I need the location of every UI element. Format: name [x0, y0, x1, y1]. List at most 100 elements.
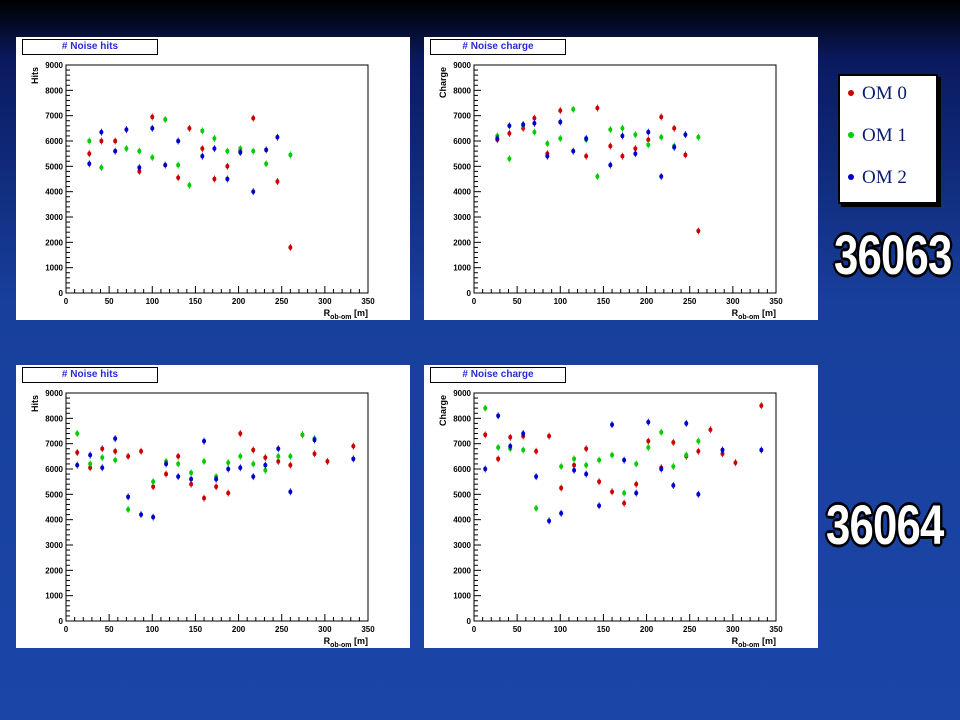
y-tick-label: 6000 — [45, 465, 63, 474]
data-point-om0 — [483, 432, 488, 438]
data-point-om0 — [671, 440, 676, 445]
data-point-om1 — [187, 182, 192, 188]
x-tick-label: 250 — [683, 625, 697, 634]
x-tick-label: 0 — [64, 625, 69, 634]
data-point-om2 — [263, 462, 268, 468]
data-point-om1 — [225, 148, 230, 154]
data-point-om2 — [571, 148, 576, 154]
x-tick-label: 350 — [769, 625, 783, 634]
y-tick-label: 9000 — [453, 61, 471, 70]
x-tick-label: 300 — [726, 625, 740, 634]
data-point-om0 — [99, 138, 104, 144]
data-point-om1 — [151, 479, 156, 485]
data-point-om1 — [176, 461, 181, 467]
data-point-om2 — [88, 452, 93, 458]
y-tick-label: 2000 — [45, 238, 63, 247]
data-point-om1 — [558, 136, 563, 141]
data-point-om1 — [595, 174, 600, 179]
data-point-om0 — [759, 403, 764, 409]
x-tick-label: 150 — [189, 297, 203, 306]
chart-title: # Noise hits — [22, 39, 158, 55]
data-point-om0 — [137, 169, 142, 174]
data-point-om1 — [634, 461, 639, 467]
data-point-om0 — [251, 115, 256, 121]
y-tick-label: 4000 — [45, 516, 63, 525]
data-point-om0 — [113, 138, 118, 144]
data-point-om2 — [113, 148, 118, 154]
data-point-om0 — [620, 153, 625, 159]
chart-svg: 0 50 100 150 200 250 300 350 0 1000 2000 3000 4000 50… — [30, 389, 375, 648]
chart-title: # Noise hits — [22, 367, 158, 383]
data-point-om2 — [113, 436, 118, 441]
data-point-om0 — [584, 153, 589, 159]
data-point-om0 — [534, 448, 539, 454]
data-point-om1 — [238, 453, 243, 459]
chart-panel-run2-hits: 0 50 100 150 200 250 300 350 0 1000 2000 3000 4000 50… — [16, 365, 410, 648]
x-tick-label: 200 — [640, 625, 654, 634]
x-tick-label: 250 — [275, 297, 289, 306]
data-point-om0 — [139, 448, 144, 454]
data-point-om0 — [634, 481, 639, 487]
data-point-om1 — [532, 129, 537, 135]
data-point-om2 — [238, 150, 243, 155]
data-point-om0 — [558, 108, 563, 113]
data-point-om1 — [646, 445, 651, 450]
x-tick-label: 200 — [232, 297, 246, 306]
data-point-om0 — [126, 453, 131, 459]
data-point-om2 — [532, 120, 537, 126]
data-point-om2 — [584, 136, 589, 141]
y-tick-label: 4000 — [453, 516, 471, 525]
data-point-om0 — [238, 431, 243, 436]
data-point-om0 — [708, 427, 713, 433]
legend-dot-icon — [848, 131, 854, 138]
data-point-om2 — [251, 474, 256, 479]
data-point-om1 — [483, 405, 488, 411]
data-point-om1 — [126, 507, 131, 512]
x-tick-label: 150 — [189, 625, 203, 634]
data-point-om1 — [75, 431, 80, 436]
data-point-om2 — [496, 413, 501, 419]
data-point-om1 — [288, 152, 293, 158]
data-point-om2 — [646, 419, 651, 425]
data-point-om1 — [559, 464, 564, 469]
data-point-om1 — [610, 452, 615, 458]
x-tick-label: 0 — [472, 297, 477, 306]
data-point-om2 — [633, 151, 638, 157]
data-point-om2 — [659, 174, 664, 179]
data-point-om2 — [634, 490, 639, 496]
data-point-om2 — [696, 491, 701, 497]
data-point-om0 — [351, 443, 356, 449]
legend-label: OM 1 — [862, 125, 907, 146]
x-tick-label: 50 — [513, 297, 522, 306]
data-point-om1 — [87, 138, 92, 144]
data-point-om1 — [202, 459, 207, 464]
x-tick-label: 250 — [683, 297, 697, 306]
legend-entry-om0: OM 0 — [848, 82, 907, 106]
x-tick-label: 350 — [361, 625, 375, 634]
x-axis-label: Rob-om [m] — [324, 636, 368, 648]
data-point-om1 — [659, 134, 664, 140]
data-point-om2 — [251, 189, 256, 195]
data-point-om2 — [597, 503, 602, 509]
data-point-om2 — [483, 466, 488, 472]
y-tick-label: 0 — [467, 617, 472, 626]
x-tick-label: 300 — [318, 625, 332, 634]
data-point-om0 — [720, 451, 725, 457]
plot-frame — [65, 392, 369, 622]
data-point-om0 — [610, 489, 615, 495]
data-point-om0 — [608, 143, 613, 149]
data-point-om2 — [507, 123, 512, 129]
y-axis-label: Hits — [30, 67, 40, 84]
data-point-om0 — [276, 459, 281, 464]
data-point-om2 — [163, 162, 168, 168]
data-point-om1 — [597, 457, 602, 463]
data-point-om2 — [212, 146, 217, 151]
data-point-om2 — [659, 466, 664, 472]
data-point-om1 — [124, 146, 129, 151]
x-tick-label: 150 — [597, 297, 611, 306]
data-point-om1 — [584, 462, 589, 468]
data-point-om2 — [176, 474, 181, 479]
x-axis-label: Rob-om [m] — [732, 636, 776, 648]
data-point-om0 — [496, 456, 501, 462]
data-point-om2 — [610, 422, 615, 428]
